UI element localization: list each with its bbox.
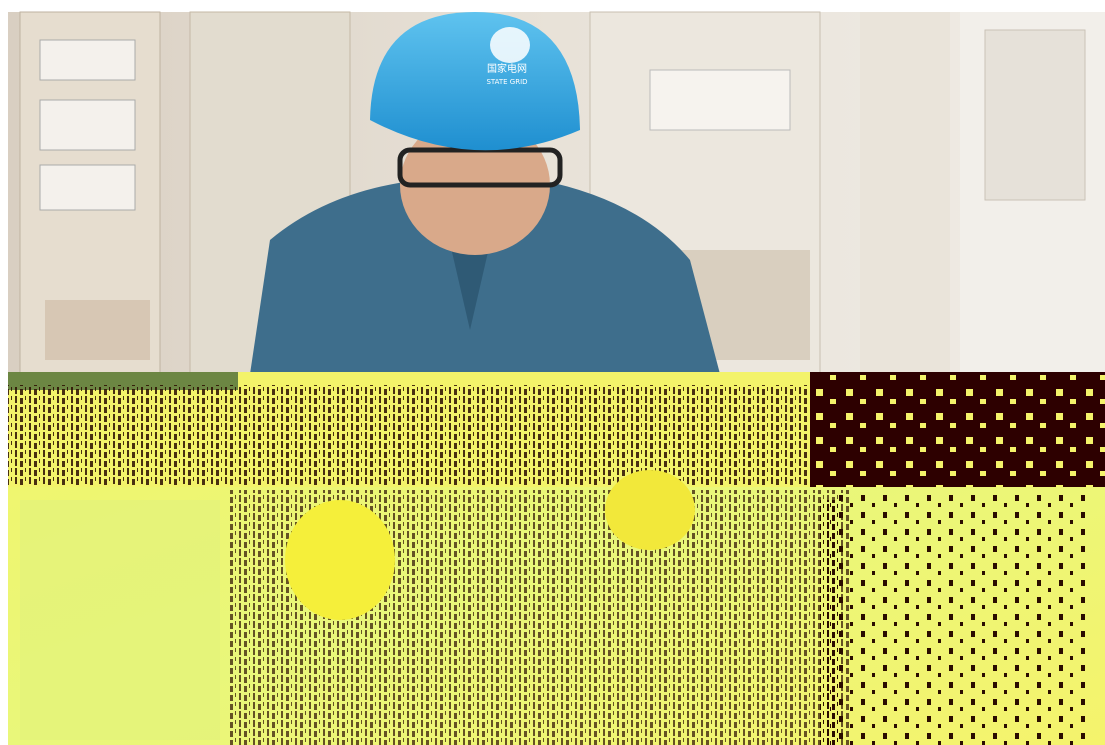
equipment-cabinets [19, 11, 1105, 375]
corrupted-region [8, 372, 1105, 745]
logo-text-en: STATE GRID [486, 78, 527, 86]
logo-text-cn: 国家电网 [487, 62, 527, 75]
logo-icon [490, 27, 530, 63]
worker: 国家电网 STATE GRID [250, 12, 720, 374]
